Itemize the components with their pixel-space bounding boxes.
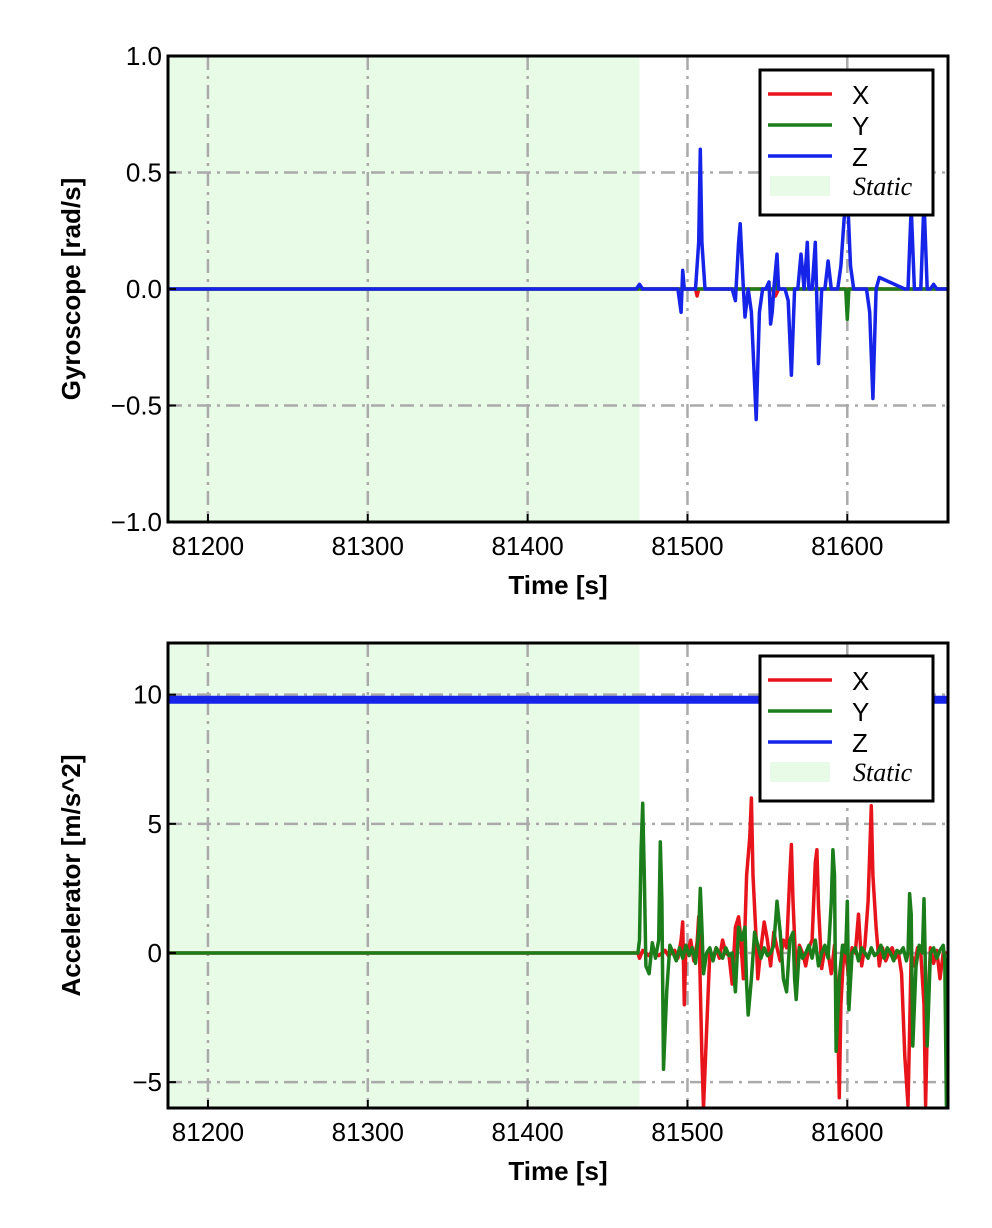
x-tick-label: 81300 [332, 531, 404, 561]
legend-swatch-static [770, 176, 830, 196]
y-tick-label: −5 [132, 1067, 162, 1097]
legend: X Y Z Static [758, 654, 935, 803]
x-tick-label: 81300 [332, 1117, 404, 1147]
y-tick-label: 5 [148, 809, 162, 839]
y-tick-label: 10 [133, 680, 162, 710]
x-tick-label: 81600 [811, 531, 883, 561]
plot-frame [166, 641, 950, 1110]
legend-swatch-static [770, 762, 830, 782]
legend-label-static: Static [853, 172, 913, 201]
legend-label-y: Y [852, 111, 869, 141]
x-tick-label: 81600 [811, 1117, 883, 1147]
x-tick-label: 81500 [651, 531, 723, 561]
series-line-z [168, 147, 948, 422]
x-ticks: 81200 81300 81400 81500 81600 [172, 514, 883, 561]
x-tick-label: 81200 [172, 1117, 244, 1147]
legend-label-z: Z [852, 728, 868, 758]
series-line-y [168, 801, 948, 1108]
legend: X Y Z Static [758, 68, 935, 217]
y-ticks: −5 0 5 10 [132, 680, 176, 1097]
y-tick-label: 0 [148, 938, 162, 968]
accelerator-chart: 81200 81300 81400 81500 81600 −5 0 5 10 Time [s… [56, 641, 950, 1186]
x-tick-label: 81400 [491, 1117, 563, 1147]
x-tick-label: 81400 [491, 531, 563, 561]
x-tick-label: 81500 [651, 1117, 723, 1147]
legend-label-y: Y [852, 697, 869, 727]
gyroscope-chart: 81200 81300 81400 81500 81600 −1.0 −0.5 0.0 0.5… [56, 41, 950, 600]
y-tick-label: 0.0 [126, 274, 162, 304]
x-tick-label: 81200 [172, 531, 244, 561]
legend-label-x: X [852, 666, 869, 696]
legend-label-z: Z [852, 142, 868, 172]
y-ticks: −1.0 −0.5 0.0 0.5 1.0 [111, 41, 176, 537]
static-region [168, 643, 640, 1108]
y-tick-label: 0.5 [126, 158, 162, 188]
x-axis-label: Time [s] [508, 570, 607, 600]
legend-label-static: Static [853, 758, 913, 787]
y-tick-label: 1.0 [126, 41, 162, 71]
series-lines [168, 147, 948, 422]
y-axis-label: Accelerator [m/s^2] [56, 754, 86, 996]
y-axis-label: Gyroscope [rad/s] [56, 178, 86, 401]
x-axis-label: Time [s] [508, 1156, 607, 1186]
y-tick-label: −1.0 [111, 507, 162, 537]
y-tick-label: −0.5 [111, 391, 162, 421]
legend-label-x: X [852, 80, 869, 110]
x-ticks: 81200 81300 81400 81500 81600 [172, 1100, 883, 1147]
